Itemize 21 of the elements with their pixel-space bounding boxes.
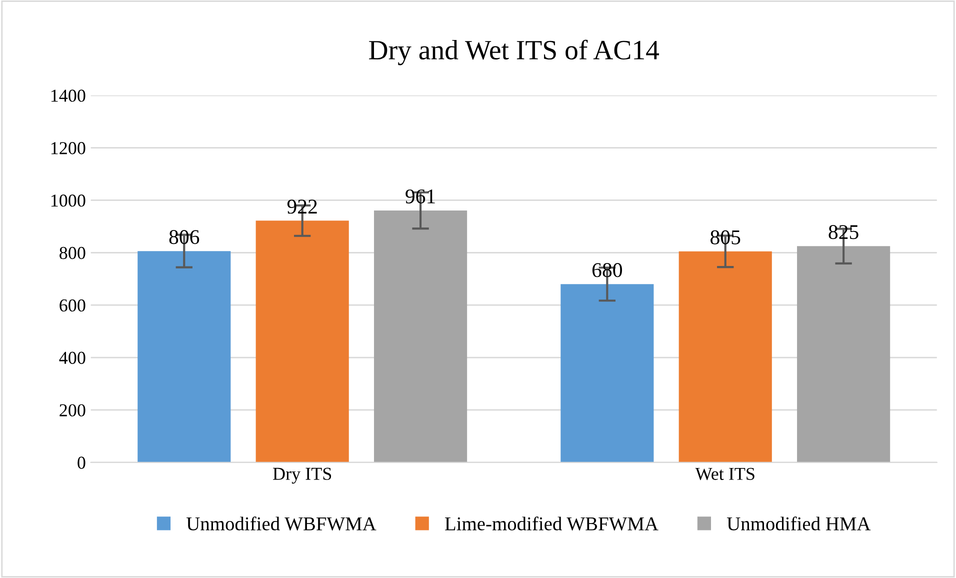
bar bbox=[256, 220, 349, 462]
y-tick-label: 1200 bbox=[51, 142, 86, 154]
y-tick-label: 400 bbox=[59, 352, 86, 364]
legend-label: Lime-modified WBFWMA bbox=[445, 516, 658, 531]
x-tick-label: Dry ITS bbox=[273, 468, 332, 484]
y-tick-label: 600 bbox=[60, 299, 86, 312]
legend-label: Unmodified HMA bbox=[726, 516, 871, 530]
bar bbox=[138, 251, 231, 462]
bar bbox=[560, 284, 654, 462]
y-tick-label: 0 bbox=[78, 456, 86, 469]
bar bbox=[678, 251, 772, 462]
chart-title: Dry and Wet ITS of AC14 bbox=[369, 40, 660, 66]
bar bbox=[797, 246, 890, 462]
legend-label: Unmodified WBFWMA bbox=[186, 516, 376, 531]
y-tick-label: 200 bbox=[60, 404, 86, 416]
bar bbox=[374, 210, 468, 462]
x-tick-label: Wet ITS bbox=[695, 468, 754, 480]
y-tick-label: 800 bbox=[60, 246, 86, 260]
y-tick-label: 1400 bbox=[51, 90, 86, 102]
data-label: 922 bbox=[287, 200, 317, 214]
y-tick-label: 1000 bbox=[51, 194, 86, 207]
